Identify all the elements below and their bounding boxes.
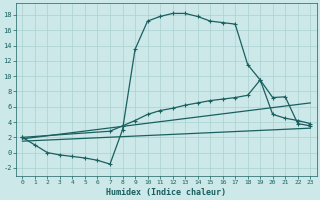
X-axis label: Humidex (Indice chaleur): Humidex (Indice chaleur) xyxy=(106,188,226,197)
